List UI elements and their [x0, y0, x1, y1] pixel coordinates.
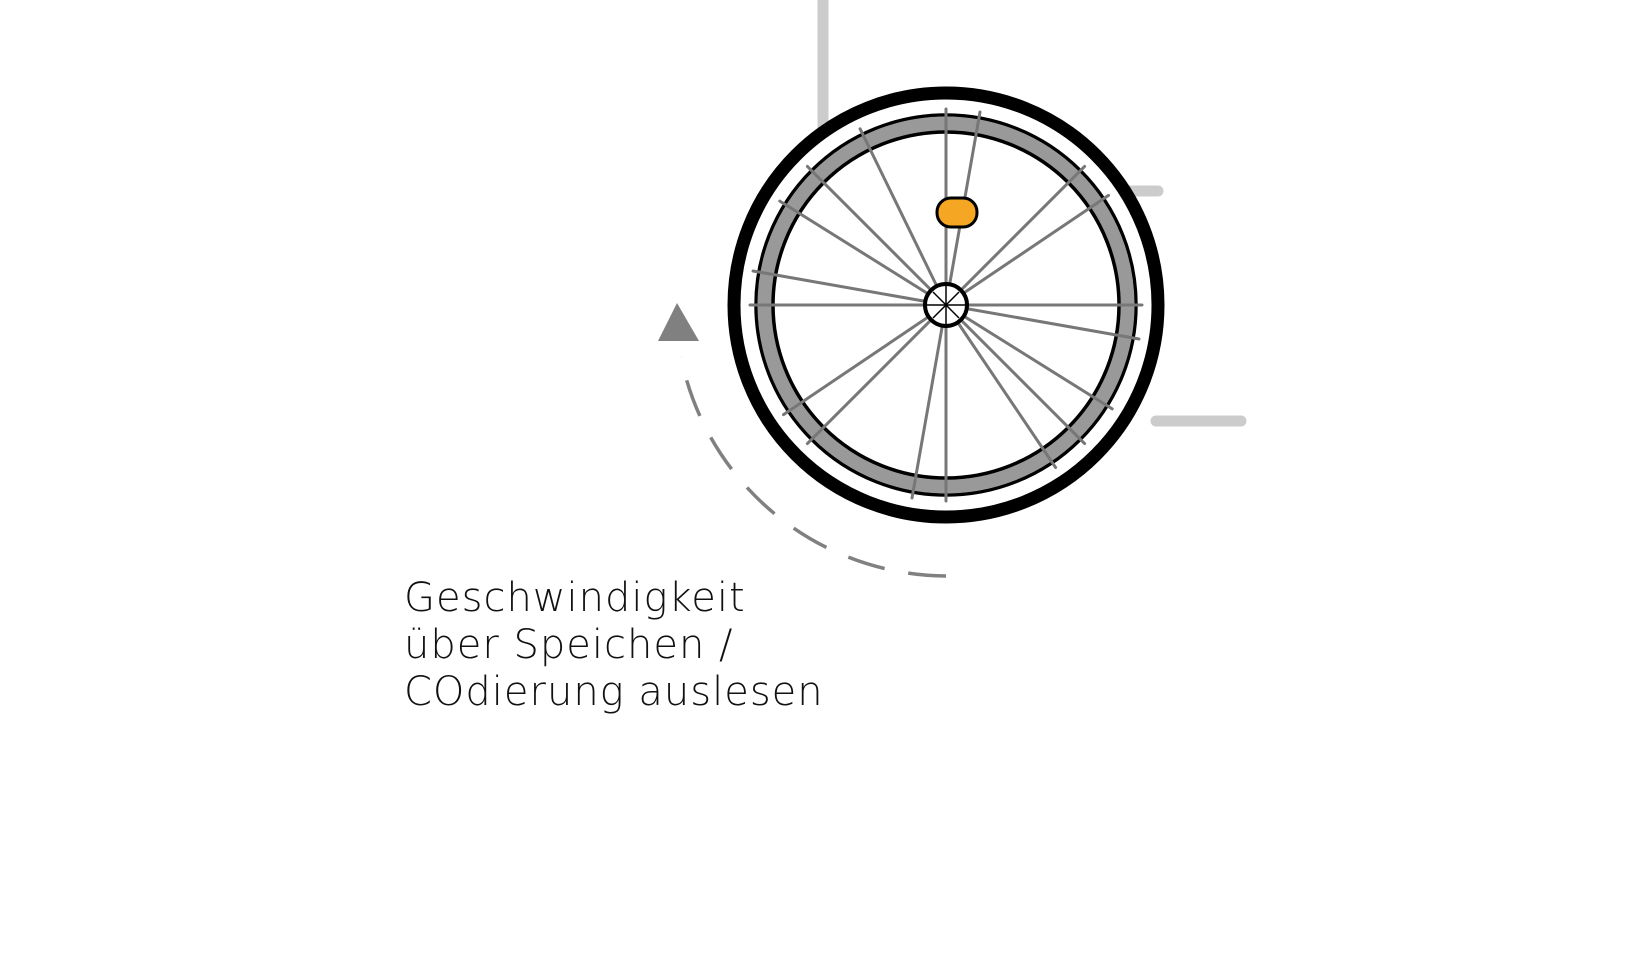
spoke — [944, 303, 1087, 446]
spoke — [778, 199, 948, 307]
spoke — [751, 269, 948, 307]
spoke — [910, 303, 948, 500]
spokes — [748, 107, 1144, 503]
spoke — [805, 303, 948, 446]
spoke — [782, 303, 948, 417]
caption: Geschwindigkeit über Speichen / COdierun… — [404, 575, 824, 716]
caption-line-2: über Speichen / — [404, 622, 734, 668]
caption-line-1: Geschwindigkeit — [404, 575, 746, 621]
spoke — [944, 303, 1141, 341]
spoke — [944, 193, 1110, 307]
spoke — [858, 127, 948, 307]
spoke — [944, 303, 1114, 411]
spoke — [805, 164, 948, 307]
hub — [923, 282, 969, 328]
spoke — [944, 164, 1087, 307]
caption-line-3: COdierung auslesen — [404, 669, 824, 715]
spoke — [944, 303, 1058, 469]
speed-sensor-icon — [935, 196, 979, 229]
rotation-arrow-icon — [658, 303, 947, 578]
